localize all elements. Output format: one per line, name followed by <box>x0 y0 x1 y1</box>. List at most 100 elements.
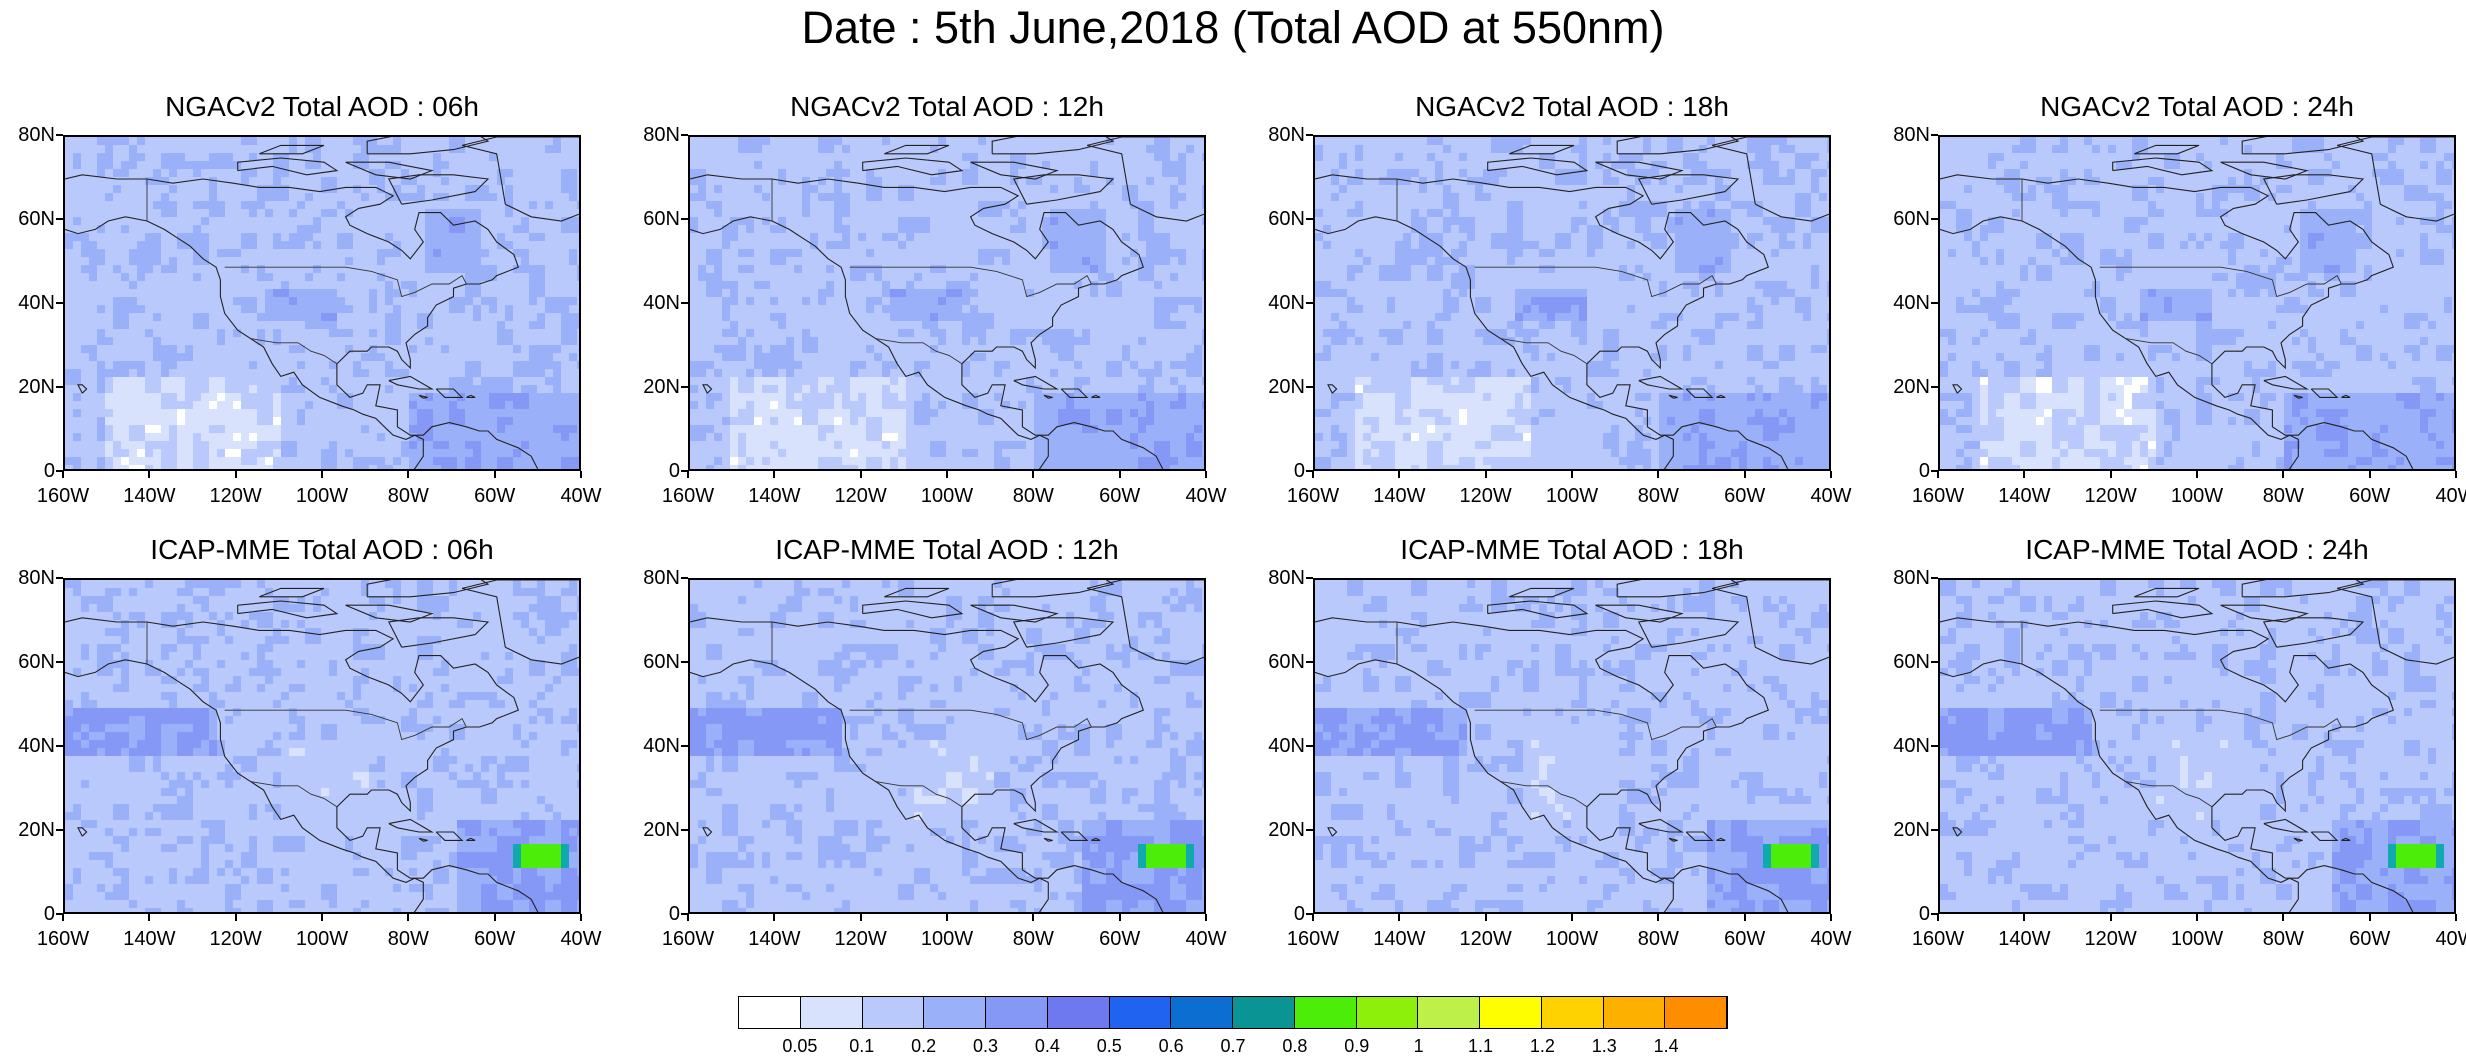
lon-tick-mark <box>234 914 237 921</box>
lon-tick-label: 120W <box>821 928 901 950</box>
lat-tick-label: 60N <box>1872 651 1930 673</box>
lon-tick-mark <box>2196 471 2198 478</box>
lat-tick-label: 20N <box>622 819 680 841</box>
lat-tick-mark <box>56 913 63 915</box>
lat-tick-mark <box>1306 470 1313 472</box>
lat-tick-mark <box>1931 913 1938 915</box>
lon-tick-mark <box>148 914 151 921</box>
panel-title: NGACv2 Total AOD : 12h <box>648 91 1246 123</box>
lat-tick-label: 40N <box>1872 292 1930 314</box>
lon-tick-mark <box>2023 914 2026 921</box>
lon-tick-mark <box>2368 471 2371 478</box>
lat-tick-label: 60N <box>622 651 680 673</box>
colorbar-swatch <box>1480 997 1542 1028</box>
lat-tick-mark <box>1931 386 1938 388</box>
lat-tick-mark <box>56 134 63 136</box>
lon-tick-label: 60W <box>455 485 535 507</box>
lon-tick-mark <box>580 471 582 478</box>
coastline <box>1940 137 2454 469</box>
lat-tick-mark <box>1306 829 1313 831</box>
lon-tick-mark <box>62 471 64 478</box>
lat-tick-mark <box>1306 218 1313 220</box>
lon-tick-mark <box>1484 471 1487 478</box>
lon-tick-label: 80W <box>1618 928 1698 950</box>
lon-tick-label: 80W <box>1618 485 1698 507</box>
lon-tick-label: 160W <box>1273 485 1353 507</box>
lon-tick-label: 160W <box>1898 928 1978 950</box>
lon-tick-label: 160W <box>648 928 728 950</box>
lon-tick-mark <box>1743 471 1746 478</box>
colorbar-label: 1.2 <box>1507 1036 1577 1056</box>
lon-tick-mark <box>946 914 948 921</box>
lat-tick-label: 20N <box>1247 376 1305 398</box>
lon-tick-mark <box>1312 914 1314 921</box>
lon-tick-mark <box>2282 914 2285 921</box>
colorbar-swatch <box>1047 997 1110 1028</box>
colorbar-swatch <box>1171 997 1233 1028</box>
lat-tick-mark <box>56 302 63 304</box>
lon-tick-label: 160W <box>23 485 103 507</box>
lon-tick-label: 80W <box>2243 928 2323 950</box>
colorbar-swatch <box>1603 997 1666 1028</box>
coastline <box>65 137 579 469</box>
lon-tick-mark <box>1205 914 1207 921</box>
lon-tick-label: 120W <box>1446 928 1526 950</box>
lat-tick-mark <box>1306 134 1313 136</box>
panel-title: ICAP-MME Total AOD : 24h <box>1898 534 2466 566</box>
lon-tick-mark <box>946 471 948 478</box>
lon-tick-mark <box>1657 914 1660 921</box>
lon-tick-label: 100W <box>2157 928 2237 950</box>
lon-tick-mark <box>2455 471 2457 478</box>
lat-tick-mark <box>1306 745 1313 747</box>
lon-tick-label: 140W <box>1984 928 2064 950</box>
lon-tick-label: 60W <box>455 928 535 950</box>
colorbar <box>738 996 1728 1029</box>
lat-tick-label: 40N <box>622 292 680 314</box>
coastline <box>1940 580 2454 912</box>
colorbar-swatch <box>1294 997 1357 1028</box>
lon-tick-label: 100W <box>1532 928 1612 950</box>
lon-tick-label: 40W <box>541 928 621 950</box>
lon-tick-label: 40W <box>541 485 621 507</box>
lat-tick-label: 20N <box>1872 819 1930 841</box>
lat-tick-mark <box>681 218 688 220</box>
lat-tick-mark <box>681 302 688 304</box>
aod-map-ngacv2-06h <box>63 135 581 471</box>
country-borders <box>2021 179 2342 365</box>
lat-tick-mark <box>681 577 688 579</box>
lat-tick-label: 0 <box>622 903 680 925</box>
lat-tick-label: 80N <box>1247 567 1305 589</box>
lat-tick-mark <box>1931 577 1938 579</box>
lon-tick-mark <box>1657 471 1660 478</box>
lon-tick-mark <box>2109 471 2112 478</box>
lon-tick-label: 40W <box>1166 928 1246 950</box>
lat-tick-label: 0 <box>1247 460 1305 482</box>
lon-tick-mark <box>2282 471 2285 478</box>
lon-tick-mark <box>1118 914 1121 921</box>
lon-tick-label: 80W <box>993 485 1073 507</box>
aod-field <box>65 137 579 469</box>
lon-tick-mark <box>148 471 151 478</box>
colorbar-swatch <box>986 997 1048 1028</box>
lon-tick-mark <box>493 914 496 921</box>
lat-tick-mark <box>1931 745 1938 747</box>
lat-tick-label: 20N <box>622 376 680 398</box>
lat-tick-mark <box>1306 913 1313 915</box>
colorbar-swatch <box>1356 997 1419 1028</box>
lon-tick-label: 80W <box>368 928 448 950</box>
lon-tick-mark <box>773 914 776 921</box>
aod-field <box>690 580 1204 912</box>
lat-tick-label: 40N <box>1872 735 1930 757</box>
aod-field <box>1940 580 2454 912</box>
lon-tick-label: 80W <box>2243 485 2323 507</box>
lon-tick-mark <box>687 914 689 921</box>
lon-tick-label: 100W <box>907 928 987 950</box>
lat-tick-label: 80N <box>1872 124 1930 146</box>
panel-title: NGACv2 Total AOD : 06h <box>23 91 621 123</box>
lon-tick-label: 140W <box>109 485 189 507</box>
aod-map-icap-mme-06h <box>63 578 581 914</box>
lat-tick-label: 0 <box>0 460 55 482</box>
lat-tick-label: 40N <box>0 292 55 314</box>
lon-tick-mark <box>1205 471 1207 478</box>
lon-tick-label: 100W <box>282 485 362 507</box>
